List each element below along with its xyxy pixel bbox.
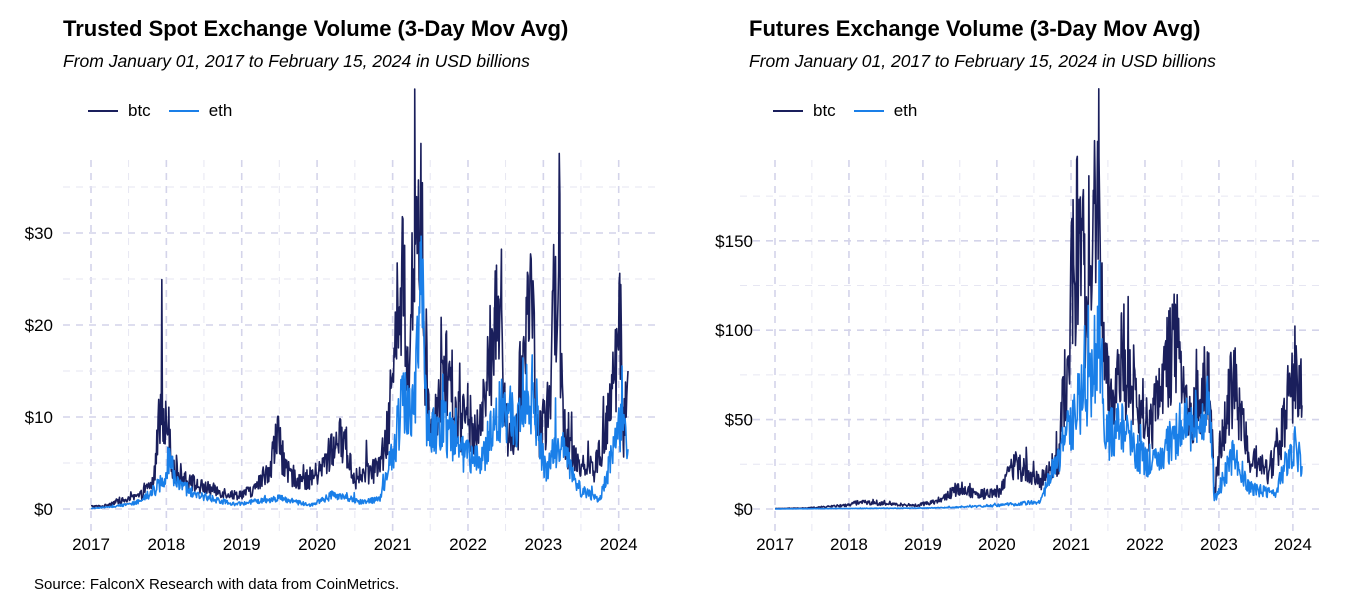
x-tick-label: 2023: [524, 535, 562, 554]
legend-item-eth: eth: [168, 101, 233, 121]
y-tick-label: $0: [34, 500, 53, 519]
x-tick-label: 2017: [72, 535, 110, 554]
x-tick-label: 2022: [1126, 535, 1164, 554]
legend-swatch-btc: [773, 110, 803, 112]
x-tick-label: 2019: [904, 535, 942, 554]
spot-volume-plot: $0 $10 $20 $30 2017 2018 2019 2020 2021 2022 2023 2…: [25, 88, 655, 554]
futures-volume-panel: Futures Exchange Volume (3-Day Mov Avg) …: [685, 0, 1350, 575]
x-tick-label: 2021: [374, 535, 412, 554]
spot-volume-panel: Trusted Spot Exchange Volume (3-Day Mov …: [0, 0, 675, 575]
chart-title: Futures Exchange Volume (3-Day Mov Avg): [749, 16, 1201, 41]
x-tick-label: 2020: [298, 535, 336, 554]
legend: btc eth: [773, 100, 935, 122]
chart-subtitle: From January 01, 2017 to February 15, 20…: [749, 51, 1216, 71]
series-line-btc: [90, 88, 629, 508]
series-line-btc: [774, 88, 1303, 510]
y-tick-label: $30: [25, 224, 53, 243]
futures-volume-plot: $0 $50 $100 $150 2017 2018 2019 2020 2021 2022 202…: [715, 88, 1325, 554]
legend-item-btc: btc: [773, 101, 836, 121]
legend-swatch-eth: [168, 110, 199, 112]
legend-label-eth: eth: [208, 101, 233, 120]
series-line-eth: [774, 260, 1303, 510]
legend-swatch-eth: [853, 110, 884, 112]
x-tick-label: 2017: [756, 535, 794, 554]
x-tick-label: 2018: [147, 535, 185, 554]
legend-swatch-btc: [88, 110, 118, 112]
x-tick-label: 2023: [1200, 535, 1238, 554]
legend-item-eth: eth: [853, 101, 918, 121]
y-tick-label: $150: [715, 232, 753, 251]
series-line-eth: [90, 235, 629, 510]
x-tick-label: 2020: [978, 535, 1016, 554]
chart-subtitle: From January 01, 2017 to February 15, 20…: [63, 51, 530, 71]
x-tick-label: 2019: [223, 535, 261, 554]
x-tick-label: 2024: [600, 535, 638, 554]
y-tick-label: $0: [734, 500, 753, 519]
x-tick-label: 2021: [1052, 535, 1090, 554]
legend-item-btc: btc: [88, 101, 151, 121]
legend-label-btc: btc: [813, 101, 836, 120]
x-tick-label: 2022: [449, 535, 487, 554]
x-tick-label: 2018: [830, 535, 868, 554]
y-tick-label: $100: [715, 321, 753, 340]
chart-title: Trusted Spot Exchange Volume (3-Day Mov …: [63, 16, 569, 41]
legend-label-eth: eth: [893, 101, 918, 120]
y-tick-label: $50: [725, 411, 753, 430]
source-note: Source: FalconX Research with data from …: [34, 576, 400, 593]
legend-label-btc: btc: [128, 101, 151, 120]
legend: btc eth: [88, 100, 250, 122]
y-tick-label: $20: [25, 316, 53, 335]
y-tick-label: $10: [25, 408, 53, 427]
x-tick-label: 2024: [1274, 535, 1312, 554]
